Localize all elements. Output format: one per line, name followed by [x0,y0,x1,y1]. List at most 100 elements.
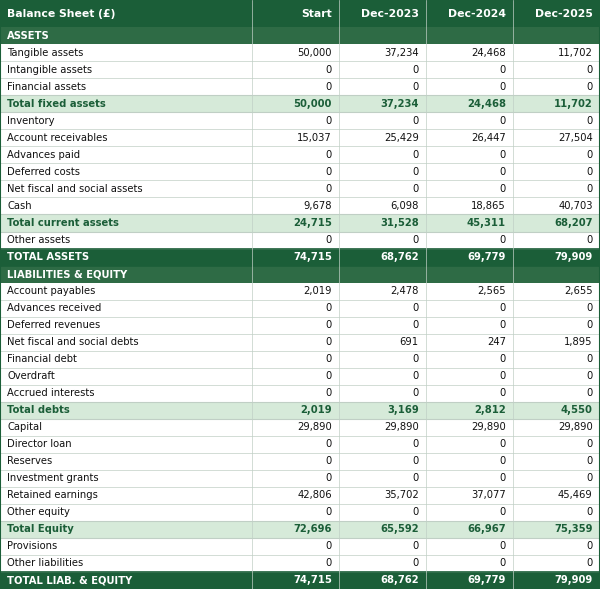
Text: 0: 0 [413,354,419,364]
Text: 691: 691 [400,337,419,347]
Text: Cash: Cash [7,201,32,211]
Text: 0: 0 [413,456,419,466]
FancyBboxPatch shape [0,572,600,589]
FancyBboxPatch shape [0,436,600,453]
FancyBboxPatch shape [0,147,600,163]
Text: 0: 0 [500,184,506,194]
FancyBboxPatch shape [0,555,600,572]
FancyBboxPatch shape [0,350,600,368]
Text: 0: 0 [500,474,506,484]
Text: ASSETS: ASSETS [7,31,50,41]
Text: 0: 0 [500,116,506,126]
Text: 0: 0 [413,558,419,568]
Text: 79,909: 79,909 [554,252,593,262]
Text: 68,762: 68,762 [380,575,419,585]
Text: Other equity: Other equity [7,507,70,517]
Text: 6,098: 6,098 [391,201,419,211]
Text: Other assets: Other assets [7,235,70,245]
FancyBboxPatch shape [0,453,600,470]
Text: 0: 0 [326,82,332,92]
Text: 0: 0 [326,65,332,75]
Text: 0: 0 [587,303,593,313]
Text: 40,703: 40,703 [558,201,593,211]
Text: 0: 0 [413,184,419,194]
Text: 0: 0 [587,116,593,126]
Text: 2,019: 2,019 [300,405,332,415]
Text: 0: 0 [413,371,419,381]
Text: 0: 0 [500,82,506,92]
Text: Total debts: Total debts [7,405,70,415]
Text: 0: 0 [413,320,419,330]
Text: 3,169: 3,169 [387,405,419,415]
Text: 0: 0 [587,371,593,381]
Text: 29,890: 29,890 [558,422,593,432]
Text: Financial debt: Financial debt [7,354,77,364]
Text: 0: 0 [587,439,593,449]
Text: 0: 0 [500,303,506,313]
Text: 37,234: 37,234 [380,99,419,109]
Text: 0: 0 [326,303,332,313]
Text: 29,890: 29,890 [384,422,419,432]
FancyBboxPatch shape [0,78,600,95]
Text: 0: 0 [413,439,419,449]
Text: Intangible assets: Intangible assets [7,65,92,75]
Text: 0: 0 [326,439,332,449]
Text: 0: 0 [500,371,506,381]
Text: 11,702: 11,702 [554,99,593,109]
Text: 0: 0 [587,388,593,398]
Text: 26,447: 26,447 [471,133,506,143]
Text: Net fiscal and social assets: Net fiscal and social assets [7,184,143,194]
Text: Financial assets: Financial assets [7,82,86,92]
Text: Provisions: Provisions [7,541,58,551]
Text: 45,469: 45,469 [558,491,593,501]
Text: 0: 0 [500,150,506,160]
Text: 0: 0 [326,371,332,381]
Text: 0: 0 [413,116,419,126]
Text: 0: 0 [326,235,332,245]
FancyBboxPatch shape [0,385,600,402]
Text: 0: 0 [587,474,593,484]
Text: 0: 0 [326,474,332,484]
Text: Dec-2023: Dec-2023 [361,9,419,19]
Text: 74,715: 74,715 [293,575,332,585]
FancyBboxPatch shape [0,130,600,147]
Text: 2,565: 2,565 [477,286,506,296]
Text: 0: 0 [587,184,593,194]
Text: 0: 0 [326,184,332,194]
Text: 27,504: 27,504 [558,133,593,143]
Text: 24,468: 24,468 [471,48,506,58]
Text: 4,550: 4,550 [561,405,593,415]
Text: Dec-2024: Dec-2024 [448,9,506,19]
Text: 0: 0 [500,320,506,330]
Text: 0: 0 [413,82,419,92]
FancyBboxPatch shape [0,487,600,504]
FancyBboxPatch shape [0,470,600,487]
Text: Start: Start [301,9,332,19]
Text: 0: 0 [500,388,506,398]
Text: 0: 0 [326,558,332,568]
Text: 0: 0 [587,82,593,92]
Text: 29,890: 29,890 [471,422,506,432]
FancyBboxPatch shape [0,300,600,317]
Text: 0: 0 [413,150,419,160]
Text: 11,702: 11,702 [558,48,593,58]
Text: 0: 0 [326,337,332,347]
Text: 0: 0 [587,456,593,466]
Text: Tangible assets: Tangible assets [7,48,83,58]
Text: 0: 0 [587,150,593,160]
Text: Reserves: Reserves [7,456,52,466]
Text: 35,702: 35,702 [384,491,419,501]
Text: 0: 0 [500,439,506,449]
FancyBboxPatch shape [0,538,600,555]
Text: Account receivables: Account receivables [7,133,108,143]
Text: Other liabilities: Other liabilities [7,558,83,568]
Text: Total fixed assets: Total fixed assets [7,99,106,109]
Text: 0: 0 [413,65,419,75]
Text: 25,429: 25,429 [384,133,419,143]
FancyBboxPatch shape [0,266,600,283]
FancyBboxPatch shape [0,283,600,300]
Text: 0: 0 [326,388,332,398]
Text: 2,655: 2,655 [564,286,593,296]
Text: 0: 0 [587,235,593,245]
FancyBboxPatch shape [0,180,600,197]
